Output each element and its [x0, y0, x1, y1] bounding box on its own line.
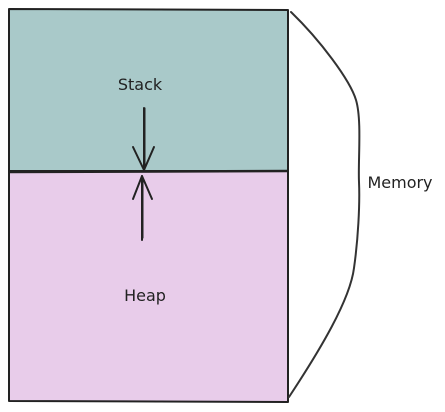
heap-region: Heap	[8, 170, 289, 403]
memory-brace	[288, 11, 361, 398]
stack-region: Stack	[8, 8, 289, 172]
stack-label: Stack	[118, 75, 163, 94]
stack-heap-divider	[8, 169, 290, 174]
memory-label: Memory	[367, 173, 432, 192]
heap-growth-arrow	[132, 175, 153, 241]
stack-growth-arrow	[132, 107, 155, 171]
heap-label: Heap	[124, 286, 166, 305]
